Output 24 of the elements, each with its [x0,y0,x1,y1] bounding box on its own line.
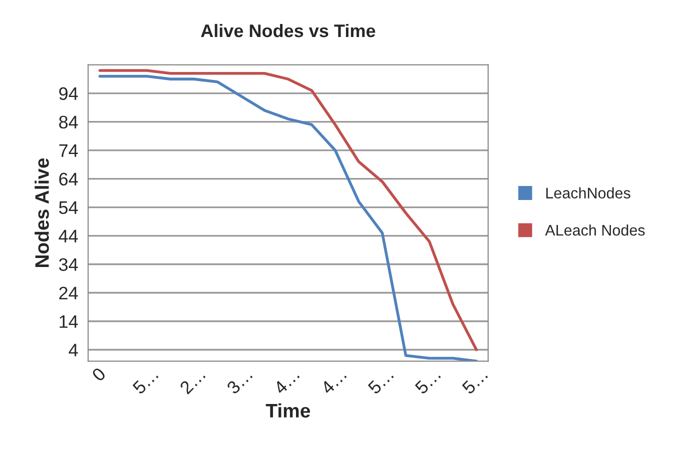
y-tick-label: 34 [59,258,78,271]
y-tick-label: 84 [59,116,78,129]
x-tick-label: 5… [132,368,159,395]
y-tick-label: 54 [59,201,78,214]
y-tick-label: 94 [59,87,78,100]
x-axis-title: Time [266,403,310,418]
y-tick-label: 44 [58,230,78,242]
x-tick-label: 5… [414,368,441,395]
x-tick-label: 3… [226,368,253,395]
y-tick-label: 14 [60,315,78,328]
x-tick-label: 5… [461,368,488,395]
y-tick-label: 64 [59,172,78,186]
x-tick-label: 4… [320,368,347,395]
chart-title: Alive Nodes vs Time [200,24,376,38]
y-tick-label: 74 [59,144,78,157]
legend-label: LeachNodes [546,187,630,198]
x-tick-label: 0 [91,366,106,382]
legend-label: ALeach Nodes [545,224,645,236]
y-tick-label: 4 [68,344,78,356]
y-tick-label: 24 [59,286,78,300]
x-tick-label: 5… [367,368,394,395]
x-tick-label: 4… [273,368,300,395]
x-tick-label: 2… [179,368,206,394]
y-axis-title: Nodes Alive [34,158,49,267]
